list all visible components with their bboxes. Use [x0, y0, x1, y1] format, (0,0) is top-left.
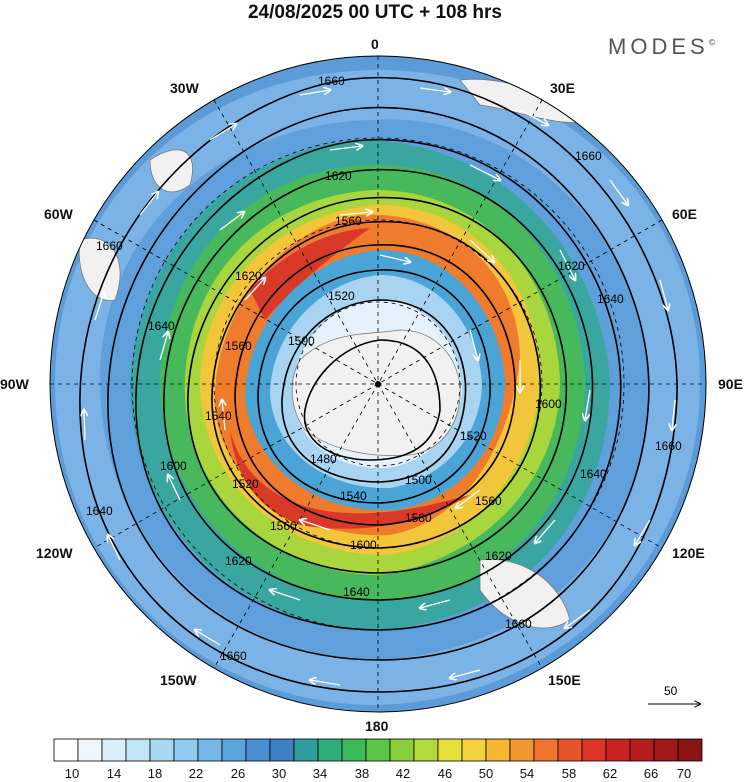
- height-contours: [79, 76, 678, 693]
- colorbar-swatch: [461, 738, 487, 762]
- contour-label: 1600: [350, 538, 377, 552]
- contour-label: 1500: [405, 473, 432, 487]
- lon-label-60e: 60E: [672, 206, 697, 222]
- contour-label: 1520: [460, 429, 487, 443]
- contour-label: 1580: [405, 511, 432, 525]
- colorbar-tick: 50: [478, 766, 494, 781]
- contour-labels: 1480 1500 1500 1520 1520 1520 1540 1540 …: [86, 74, 682, 663]
- contour-label: 1540: [340, 489, 367, 503]
- colorbar-swatch: [437, 738, 463, 762]
- contour-label: 1560: [225, 339, 252, 353]
- lon-label-90w: 90W: [0, 376, 29, 392]
- map-border: [49, 55, 707, 713]
- colorbar-swatch: [317, 738, 343, 762]
- contour-label: 1500: [288, 334, 315, 348]
- colorbar-tick: 30: [271, 766, 287, 781]
- lon-label-180: 180: [365, 718, 389, 734]
- colorbar-swatch: [413, 738, 439, 762]
- colorbar-tick: 66: [643, 766, 659, 781]
- colorbar-tick: 14: [106, 766, 122, 781]
- colorbar-swatch: [173, 738, 199, 762]
- colorbar-swatch: [365, 738, 391, 762]
- reference-vector-label: 50: [664, 684, 678, 698]
- brand-logo: MODES©: [608, 34, 716, 59]
- colorbar-swatch: [341, 738, 367, 762]
- lon-label-120e: 120E: [672, 545, 705, 561]
- colorbar-swatch: [101, 738, 127, 762]
- wind-vectors: [84, 88, 675, 686]
- contour-label: 1660: [96, 239, 123, 253]
- colorbar-swatch: [245, 738, 271, 762]
- contour-label: 1520: [232, 477, 259, 491]
- contour-label: 1560: [270, 519, 297, 533]
- colorbar-swatch: [77, 738, 103, 762]
- contour-label: 1520: [328, 289, 355, 303]
- colorbar-tick: 18: [147, 766, 163, 781]
- colorbar-tick: 58: [561, 766, 577, 781]
- contour-label: 1480: [310, 452, 337, 466]
- lon-label-150w: 150W: [160, 672, 197, 688]
- contour-label: 1640: [148, 319, 175, 333]
- colorbar-swatch: [581, 738, 607, 762]
- colorbar-tick: 10: [64, 766, 80, 781]
- colorbar-swatch: [149, 738, 175, 762]
- colorbar-swatch: [557, 738, 583, 762]
- contour-label: 1640: [86, 504, 113, 518]
- contour-label: 1620: [485, 549, 512, 563]
- colorbar-swatch: [653, 738, 679, 762]
- lon-label-60w: 60W: [44, 206, 73, 222]
- contour-label: 1540: [205, 409, 232, 423]
- contour-label: 1640: [343, 585, 370, 599]
- colorbar-swatch: [269, 738, 295, 762]
- colorbar-swatch: [221, 738, 247, 762]
- contour-label: 1620: [235, 269, 262, 283]
- colorbar: [53, 738, 703, 762]
- contour-label: 1660: [220, 649, 247, 663]
- lon-label-30w: 30W: [170, 80, 199, 96]
- contour-label: 1560: [335, 214, 362, 228]
- colorbar-tick: 22: [188, 766, 204, 781]
- lon-label-90e: 90E: [718, 376, 743, 392]
- map-title: 24/08/2025 00 UTC + 108 hrs: [247, 2, 503, 23]
- colorbar-tick: 38: [354, 766, 370, 781]
- colorbar-swatch: [629, 738, 655, 762]
- lon-label-150e: 150E: [548, 672, 581, 688]
- colorbar-swatch: [605, 738, 631, 762]
- lon-label-30e: 30E: [550, 80, 575, 96]
- contour-label: 1660: [318, 74, 345, 88]
- colorbar-swatch: [509, 738, 535, 762]
- contour-label: 1560: [475, 494, 502, 508]
- contour-label: 1640: [580, 467, 607, 481]
- colorbar-swatch: [293, 738, 319, 762]
- colorbar-tick: 46: [437, 766, 453, 781]
- lon-label-0: 0: [371, 36, 379, 52]
- colorbar-tick: 70: [676, 766, 692, 781]
- contour-label: 1660: [505, 617, 532, 631]
- colorbar-swatch: [485, 738, 511, 762]
- colorbar-tick: 62: [602, 766, 618, 781]
- colorbar-swatch: [389, 738, 415, 762]
- contour-label: 1660: [655, 439, 682, 453]
- colorbar-tick: 54: [519, 766, 535, 781]
- contour-label: 1660: [575, 149, 602, 163]
- colorbar-tick: 26: [230, 766, 246, 781]
- colorbar-tick: 42: [395, 766, 411, 781]
- colorbar-swatch: [677, 738, 703, 762]
- contour-label: 1620: [325, 169, 352, 183]
- contour-label: 1620: [558, 259, 585, 273]
- contour-label: 1640: [597, 292, 624, 306]
- lon-label-120w: 120W: [36, 545, 73, 561]
- colorbar-swatch: [197, 738, 223, 762]
- colorbar-swatch: [125, 738, 151, 762]
- pole-marker: [375, 381, 381, 387]
- colorbar-tick: 34: [312, 766, 328, 781]
- colorbar-swatch: [533, 738, 559, 762]
- contour-label: 1600: [160, 459, 187, 473]
- contour-label: 1620: [225, 554, 252, 568]
- colorbar-swatch: [53, 738, 79, 762]
- contour-label: 1600: [535, 397, 562, 411]
